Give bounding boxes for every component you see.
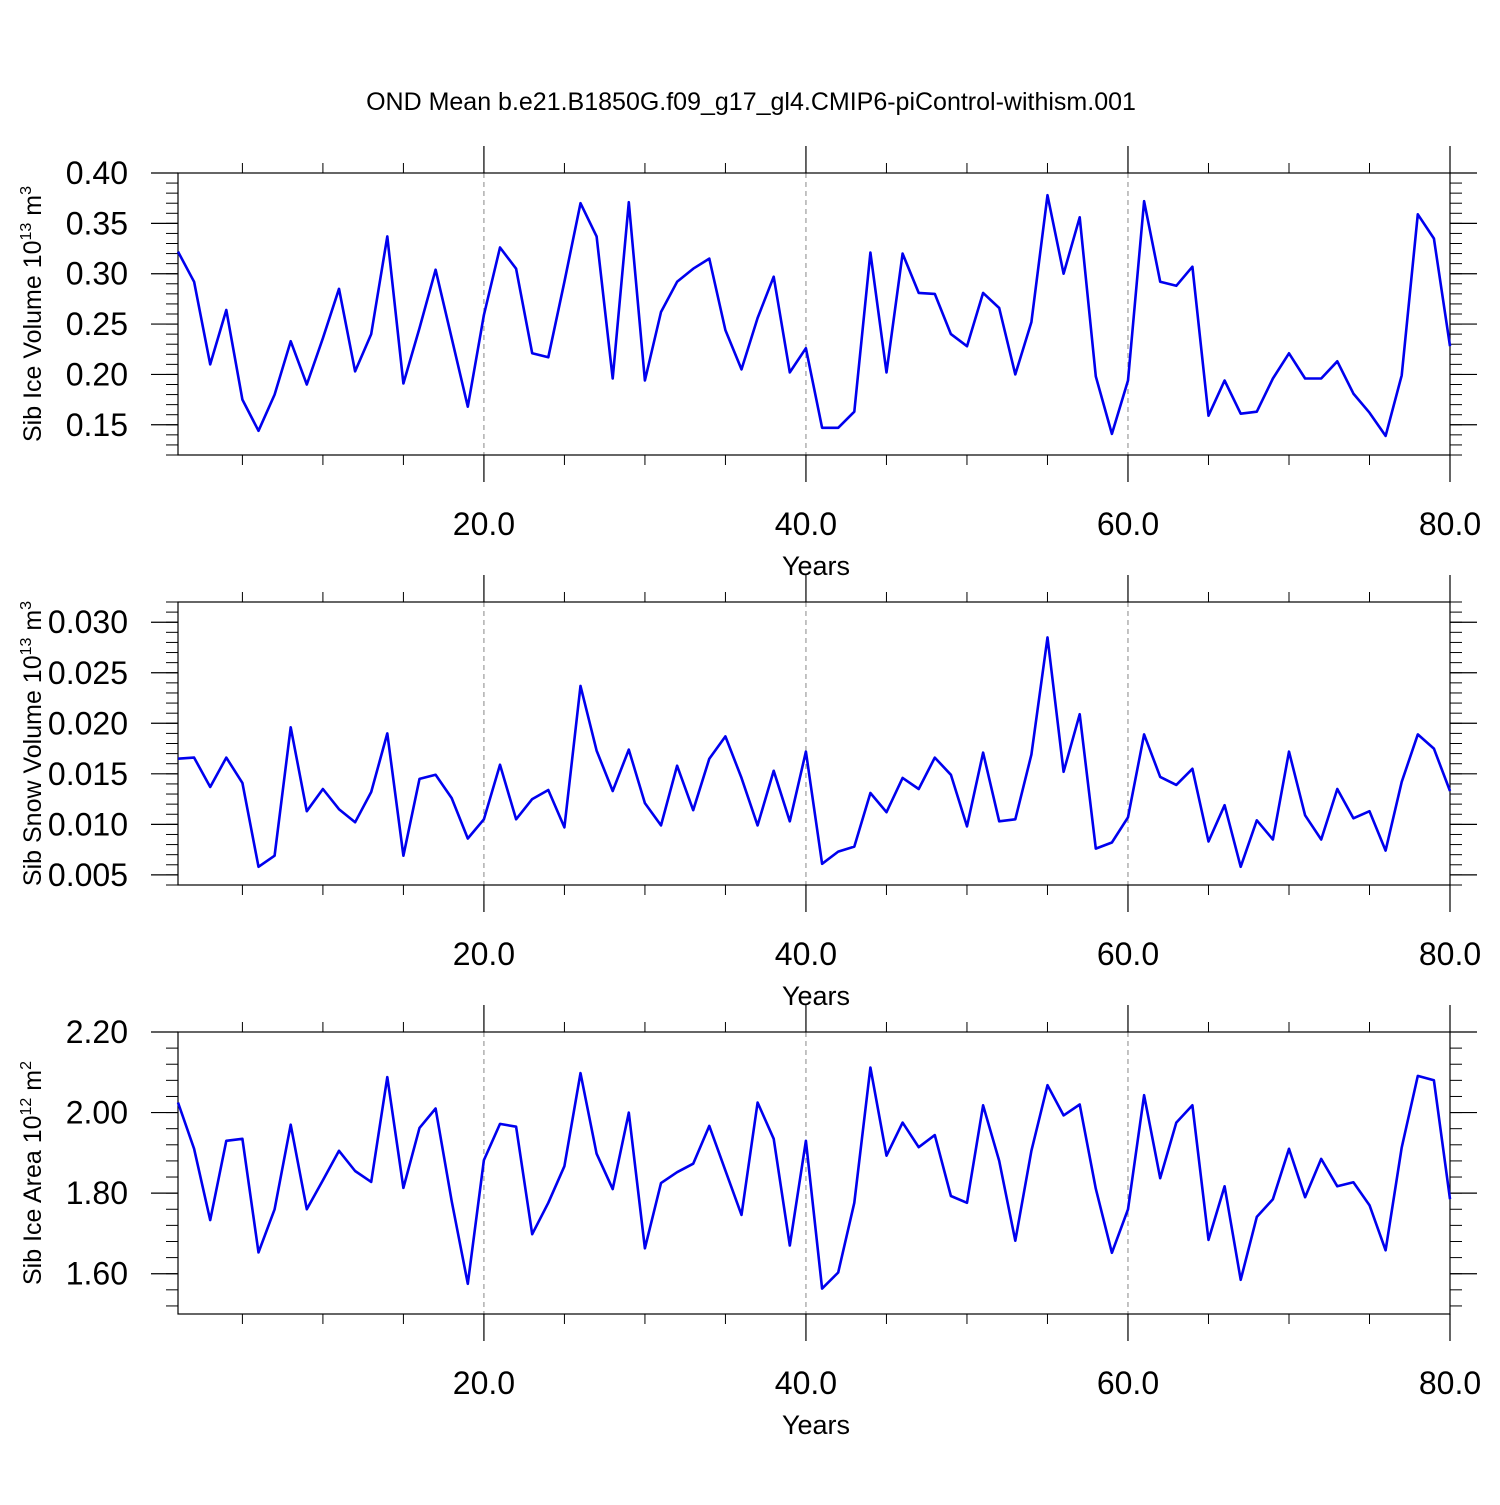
panel-3: 20.0 40.0 60.0 80.0 Years 1.60 1.80 2.00 2.20 Sib… — [18, 1005, 1481, 1440]
x-tick-label: 20.0 — [453, 936, 515, 972]
y-axis-label-text: Sib Snow Volume 10 — [19, 655, 47, 886]
y-tick-label: 0.15 — [66, 407, 128, 443]
x-tick-label: 40.0 — [775, 506, 837, 542]
x-tick-label: 60.0 — [1097, 506, 1159, 542]
x-tick-label: 80.0 — [1419, 936, 1481, 972]
panels: 20.0 40.0 60.0 80.0 Years 0.15 0.20 0.25 0.30 0.3… — [18, 146, 1481, 1440]
y-axis-label-exponent: 13 — [18, 223, 35, 241]
x-axis-label: Years — [782, 981, 850, 1011]
x-tick-label: 80.0 — [1419, 1365, 1481, 1401]
plot-frame — [177, 601, 1451, 886]
y-tick-label: 0.35 — [66, 205, 128, 241]
y-axis-label-unit: m — [19, 195, 47, 223]
y-tick-label: 0.005 — [48, 857, 128, 893]
panel-2: 20.0 40.0 60.0 80.0 Years 0.005 0.010 0.015 0.02… — [18, 575, 1481, 1011]
y-tick-label: 0.40 — [66, 155, 128, 191]
y-tick-label: 0.010 — [48, 806, 128, 842]
plot-frame — [177, 1031, 1451, 1315]
y-axis-label-unit: m — [19, 1070, 47, 1098]
y-axis-label-exponent: 12 — [18, 1098, 35, 1116]
y-axis-label-unit-exponent: 3 — [18, 601, 35, 610]
y-tick-label: 0.020 — [48, 705, 128, 741]
y-axis-label-text: Sib Ice Volume 10 — [19, 240, 47, 442]
panel-1: 20.0 40.0 60.0 80.0 Years 0.15 0.20 0.25 0.30 0.3… — [18, 146, 1481, 581]
x-tick-label: 60.0 — [1097, 936, 1159, 972]
series-line — [176, 1066, 1452, 1290]
x-tick-label: 40.0 — [775, 936, 837, 972]
y-axis-label-text: Sib Ice Area 10 — [19, 1115, 47, 1285]
figure-title: OND Mean b.e21.B1850G.f09_g17_gl4.CMIP6-… — [366, 88, 1136, 116]
y-tick-label: 2.00 — [66, 1095, 128, 1131]
y-tick-label: 0.30 — [66, 256, 128, 292]
series-line — [176, 193, 1452, 438]
y-axis-label-unit-exponent: 2 — [18, 1061, 35, 1070]
y-tick-label: 2.20 — [66, 1014, 128, 1050]
y-axis-label-exponent: 13 — [18, 637, 35, 655]
y-axis-label: Sib Ice Area 1012 m2 — [18, 1061, 47, 1285]
x-tick-label: 60.0 — [1097, 1365, 1159, 1401]
y-tick-label: 0.030 — [48, 604, 128, 640]
y-tick-label: 0.015 — [48, 756, 128, 792]
y-tick-label: 1.60 — [66, 1256, 128, 1292]
y-axis-label: Sib Snow Volume 1013 m3 — [18, 601, 47, 886]
x-tick-label: 20.0 — [453, 1365, 515, 1401]
x-axis-label: Years — [782, 551, 850, 581]
x-axis-label: Years — [782, 1410, 850, 1440]
y-axis-label: Sib Ice Volume 1013 m3 — [18, 186, 47, 442]
plot-frame — [177, 172, 1451, 456]
x-tick-label: 20.0 — [453, 506, 515, 542]
y-tick-label: 0.025 — [48, 655, 128, 691]
x-tick-label: 40.0 — [775, 1365, 837, 1401]
x-tick-label: 80.0 — [1419, 506, 1481, 542]
y-tick-label: 1.80 — [66, 1175, 128, 1211]
series-line — [177, 636, 1452, 869]
y-axis-label-unit-exponent: 3 — [18, 186, 35, 195]
y-tick-label: 0.25 — [66, 306, 128, 342]
y-axis-label-unit: m — [19, 610, 47, 638]
y-tick-label: 0.20 — [66, 356, 128, 392]
